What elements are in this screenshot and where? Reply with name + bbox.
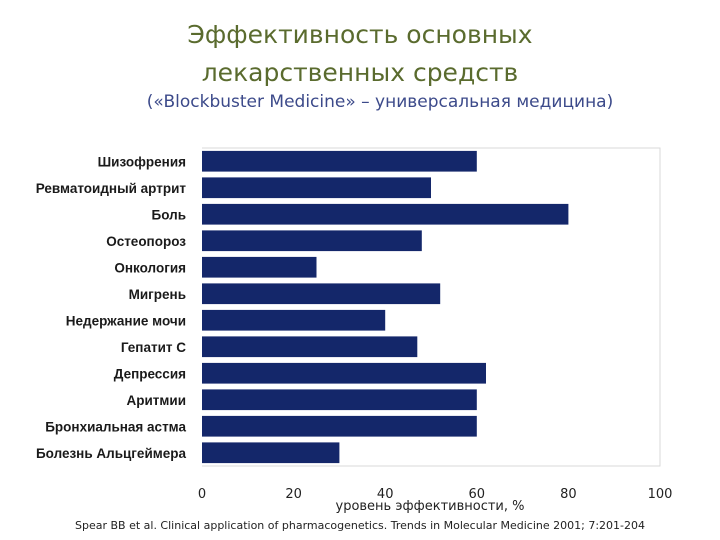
bar-chart: Шизофрения Ревматоидный артрит Боль Остеопо… — [36, 147, 673, 514]
category-label-7: Недержание мочи — [66, 313, 186, 328]
bar-5 — [202, 256, 317, 278]
bar-2 — [202, 177, 431, 199]
bar-9 — [202, 362, 486, 384]
x-tick-label-40: 40 — [377, 487, 394, 502]
bar-12 — [202, 442, 340, 464]
bar-4 — [202, 230, 422, 252]
x-tick-label-60: 60 — [469, 487, 486, 502]
category-label-8: Гепатит С — [121, 340, 186, 355]
subtitle: («Blockbuster Medicine» – универсальная … — [146, 92, 614, 112]
category-label-4: Остеопороз — [106, 234, 186, 249]
category-label-6: Мигрень — [129, 287, 186, 302]
bar-11 — [202, 415, 477, 437]
bar-3 — [202, 203, 569, 225]
x-tick-label-0: 0 — [198, 487, 206, 502]
title-line-1: Эффективность основных — [187, 20, 533, 49]
bars-layer — [202, 150, 569, 464]
x-tick-label-80: 80 — [560, 487, 577, 502]
category-label-11: Бронхиальная астма — [45, 419, 186, 434]
category-label-5: Онкология — [114, 260, 186, 275]
category-label-10: Аритмии — [127, 393, 187, 408]
bar-10 — [202, 389, 477, 411]
plot-frame — [202, 147, 661, 467]
x-tick-label-100: 100 — [648, 487, 673, 502]
category-label-3: Боль — [152, 207, 187, 222]
x-axis-label: уровень эффективности, % — [336, 499, 525, 514]
category-label-12: Болезнь Альцгеймера — [36, 446, 187, 461]
category-labels: Шизофрения Ревматоидный артрит Боль Остеопо… — [36, 154, 187, 461]
category-label-1: Шизофрения — [98, 154, 186, 169]
x-tick-labels: 0 20 40 60 80 100 — [198, 487, 673, 502]
category-label-9: Депрессия — [114, 366, 186, 381]
bar-6 — [202, 283, 441, 305]
bar-1 — [202, 150, 477, 172]
bar-8 — [202, 336, 418, 358]
x-tick-label-20: 20 — [285, 487, 302, 502]
category-label-2: Ревматоидный артрит — [36, 181, 187, 196]
source-note: Spear BB et al. Clinical application of … — [74, 519, 645, 532]
bar-7 — [202, 309, 386, 331]
title-line-2: лекарственных средств — [201, 58, 519, 87]
